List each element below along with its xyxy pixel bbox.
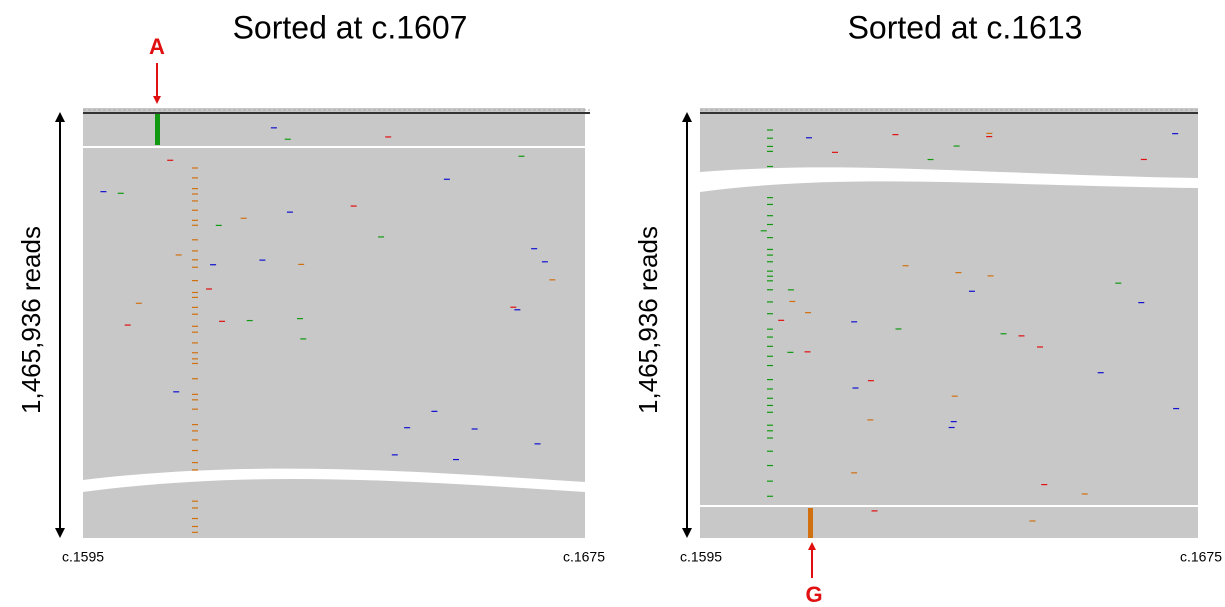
y-label: 1,465,936 reads bbox=[16, 226, 46, 414]
x-start: c.1595 bbox=[62, 549, 104, 565]
panel-right: Sorted at c.1613 1,465,936 reads c.1595 … bbox=[633, 9, 1222, 606]
x-start: c.1595 bbox=[680, 549, 722, 565]
figure: Sorted at c.1607 1,465,936 reads c.1595 … bbox=[0, 0, 1225, 607]
variant-bar bbox=[155, 114, 160, 145]
variant-bar bbox=[808, 508, 813, 538]
y-label: 1,465,936 reads bbox=[633, 226, 663, 414]
annotation: A bbox=[149, 34, 165, 59]
panel-title: Sorted at c.1607 bbox=[233, 9, 468, 45]
x-end: c.1675 bbox=[1180, 549, 1222, 565]
panel-title: Sorted at c.1613 bbox=[848, 9, 1083, 45]
panel-left: Sorted at c.1607 1,465,936 reads c.1595 … bbox=[16, 9, 605, 564]
annotation: G bbox=[805, 582, 822, 607]
x-end: c.1675 bbox=[563, 549, 605, 565]
